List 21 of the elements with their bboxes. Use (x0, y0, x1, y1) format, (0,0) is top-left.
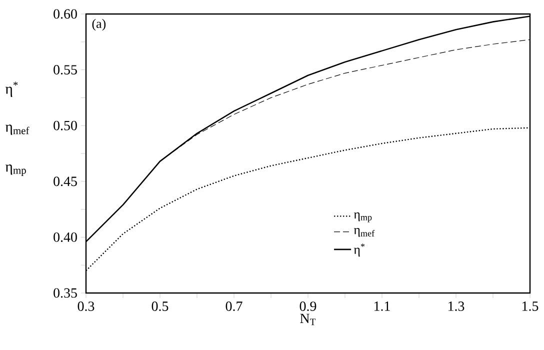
legend-label: η$_{mp}$ (354, 212, 372, 222)
text: η$_{mef}$ (5, 124, 30, 135)
x-tick-label: 0.9 (300, 302, 316, 311)
legend-label: η$_{mef}$ (354, 228, 375, 237)
text: η$^{*}$ (5, 82, 18, 97)
x-tick-label: 0.5 (152, 302, 168, 311)
y-tick-label: 0.55 (54, 65, 77, 75)
text: η$_{mp}$ (5, 164, 26, 176)
x-tick-label: 1.5 (522, 302, 538, 311)
y-tick-label: 0.40 (54, 232, 77, 242)
x-tick-label: 1.3 (448, 302, 464, 311)
legend-label: η$^{*}$ (354, 244, 365, 257)
x-axis-title: N$_{T}$ (300, 314, 316, 326)
x-tick-label: 0.3 (78, 302, 94, 311)
annotation: (a) (92, 18, 106, 31)
y-tick-label: 0.45 (54, 176, 77, 186)
y-tick-label: 0.60 (54, 9, 77, 19)
y-tick-label: 0.35 (54, 288, 77, 298)
x-tick-label: 0.7 (226, 302, 242, 311)
y-tick-label: 0.50 (54, 120, 77, 130)
x-tick-label: 1.1 (374, 302, 390, 311)
